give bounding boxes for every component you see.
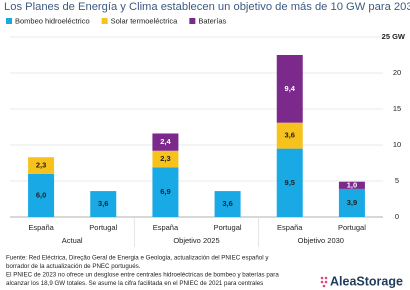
brand-name: AleaStorage bbox=[330, 274, 403, 288]
y-tick-label: 20 bbox=[393, 68, 401, 77]
value-label: 2,3 bbox=[160, 154, 170, 163]
value-label: 6,9 bbox=[160, 187, 170, 196]
bar-segment bbox=[28, 157, 55, 174]
footnote: El PNIEC de 2023 no ofrece un desglose e… bbox=[6, 272, 279, 279]
bar-segment bbox=[276, 55, 303, 123]
y-tick-label: 5 bbox=[395, 176, 399, 185]
y-tick-label: 0 bbox=[395, 212, 399, 221]
footnote: borrador de la actualización de PNEC por… bbox=[6, 263, 141, 270]
x-tick-label: Portugal bbox=[89, 223, 117, 232]
legend-label: Solar termoeléctrica bbox=[111, 16, 179, 25]
bar-segment bbox=[152, 133, 179, 151]
bar-segment bbox=[28, 173, 55, 217]
group-label: Objetivo 2030 bbox=[298, 236, 344, 245]
bar-segment bbox=[338, 188, 365, 217]
bar-segment bbox=[90, 191, 117, 217]
x-tick-label: España bbox=[153, 223, 179, 232]
logo-dot bbox=[324, 280, 328, 284]
value-label: 3,6 bbox=[98, 199, 108, 208]
group-label: Objetivo 2025 bbox=[173, 236, 219, 245]
legend-swatch bbox=[6, 18, 12, 24]
value-label: 3,9 bbox=[347, 198, 357, 207]
legend-label: Baterías bbox=[198, 16, 226, 25]
value-label: 2,4 bbox=[160, 137, 171, 146]
bar-segment bbox=[276, 122, 303, 149]
brand-logo: AleaStorage bbox=[320, 274, 403, 288]
bar-segment bbox=[152, 150, 179, 168]
value-label: 3,6 bbox=[285, 131, 295, 140]
x-tick-label: España bbox=[28, 223, 54, 232]
footnote: alcanzar los 18,9 GW totales. Se asume l… bbox=[6, 280, 263, 287]
value-label: 9,5 bbox=[285, 178, 295, 187]
bar-segment bbox=[214, 191, 241, 217]
y-tick-label: 15 bbox=[393, 104, 401, 113]
x-tick-label: Portugal bbox=[214, 223, 242, 232]
legend-label: Bombeo hidroeléctrico bbox=[15, 16, 90, 25]
legend-swatch bbox=[189, 18, 196, 24]
value-label: 6,0 bbox=[36, 190, 46, 199]
value-label: 3,6 bbox=[222, 199, 232, 208]
chart-title: Los Planes de Energía y Clima establecen… bbox=[4, 1, 410, 13]
bar-segment bbox=[338, 181, 365, 189]
footnote: Fuente: Red Eléctrica, Direção Geral de … bbox=[6, 255, 269, 262]
bar-segment bbox=[152, 167, 179, 217]
logo-dot bbox=[320, 280, 324, 284]
logo-dot bbox=[324, 276, 328, 280]
x-tick-label: Portugal bbox=[338, 223, 366, 232]
value-label: 2,3 bbox=[36, 161, 46, 170]
legend-swatch bbox=[101, 18, 108, 24]
value-label: 1,0 bbox=[347, 180, 357, 189]
bar-segment bbox=[276, 148, 303, 217]
value-label: 9,4 bbox=[285, 84, 296, 93]
logo-dot bbox=[320, 276, 324, 280]
logo-dot bbox=[322, 284, 326, 288]
x-tick-label: España bbox=[277, 223, 303, 232]
y-tick-label: 10 bbox=[393, 140, 401, 149]
y-tick-label: 25 GW bbox=[382, 32, 406, 41]
group-label: Actual bbox=[62, 236, 83, 245]
